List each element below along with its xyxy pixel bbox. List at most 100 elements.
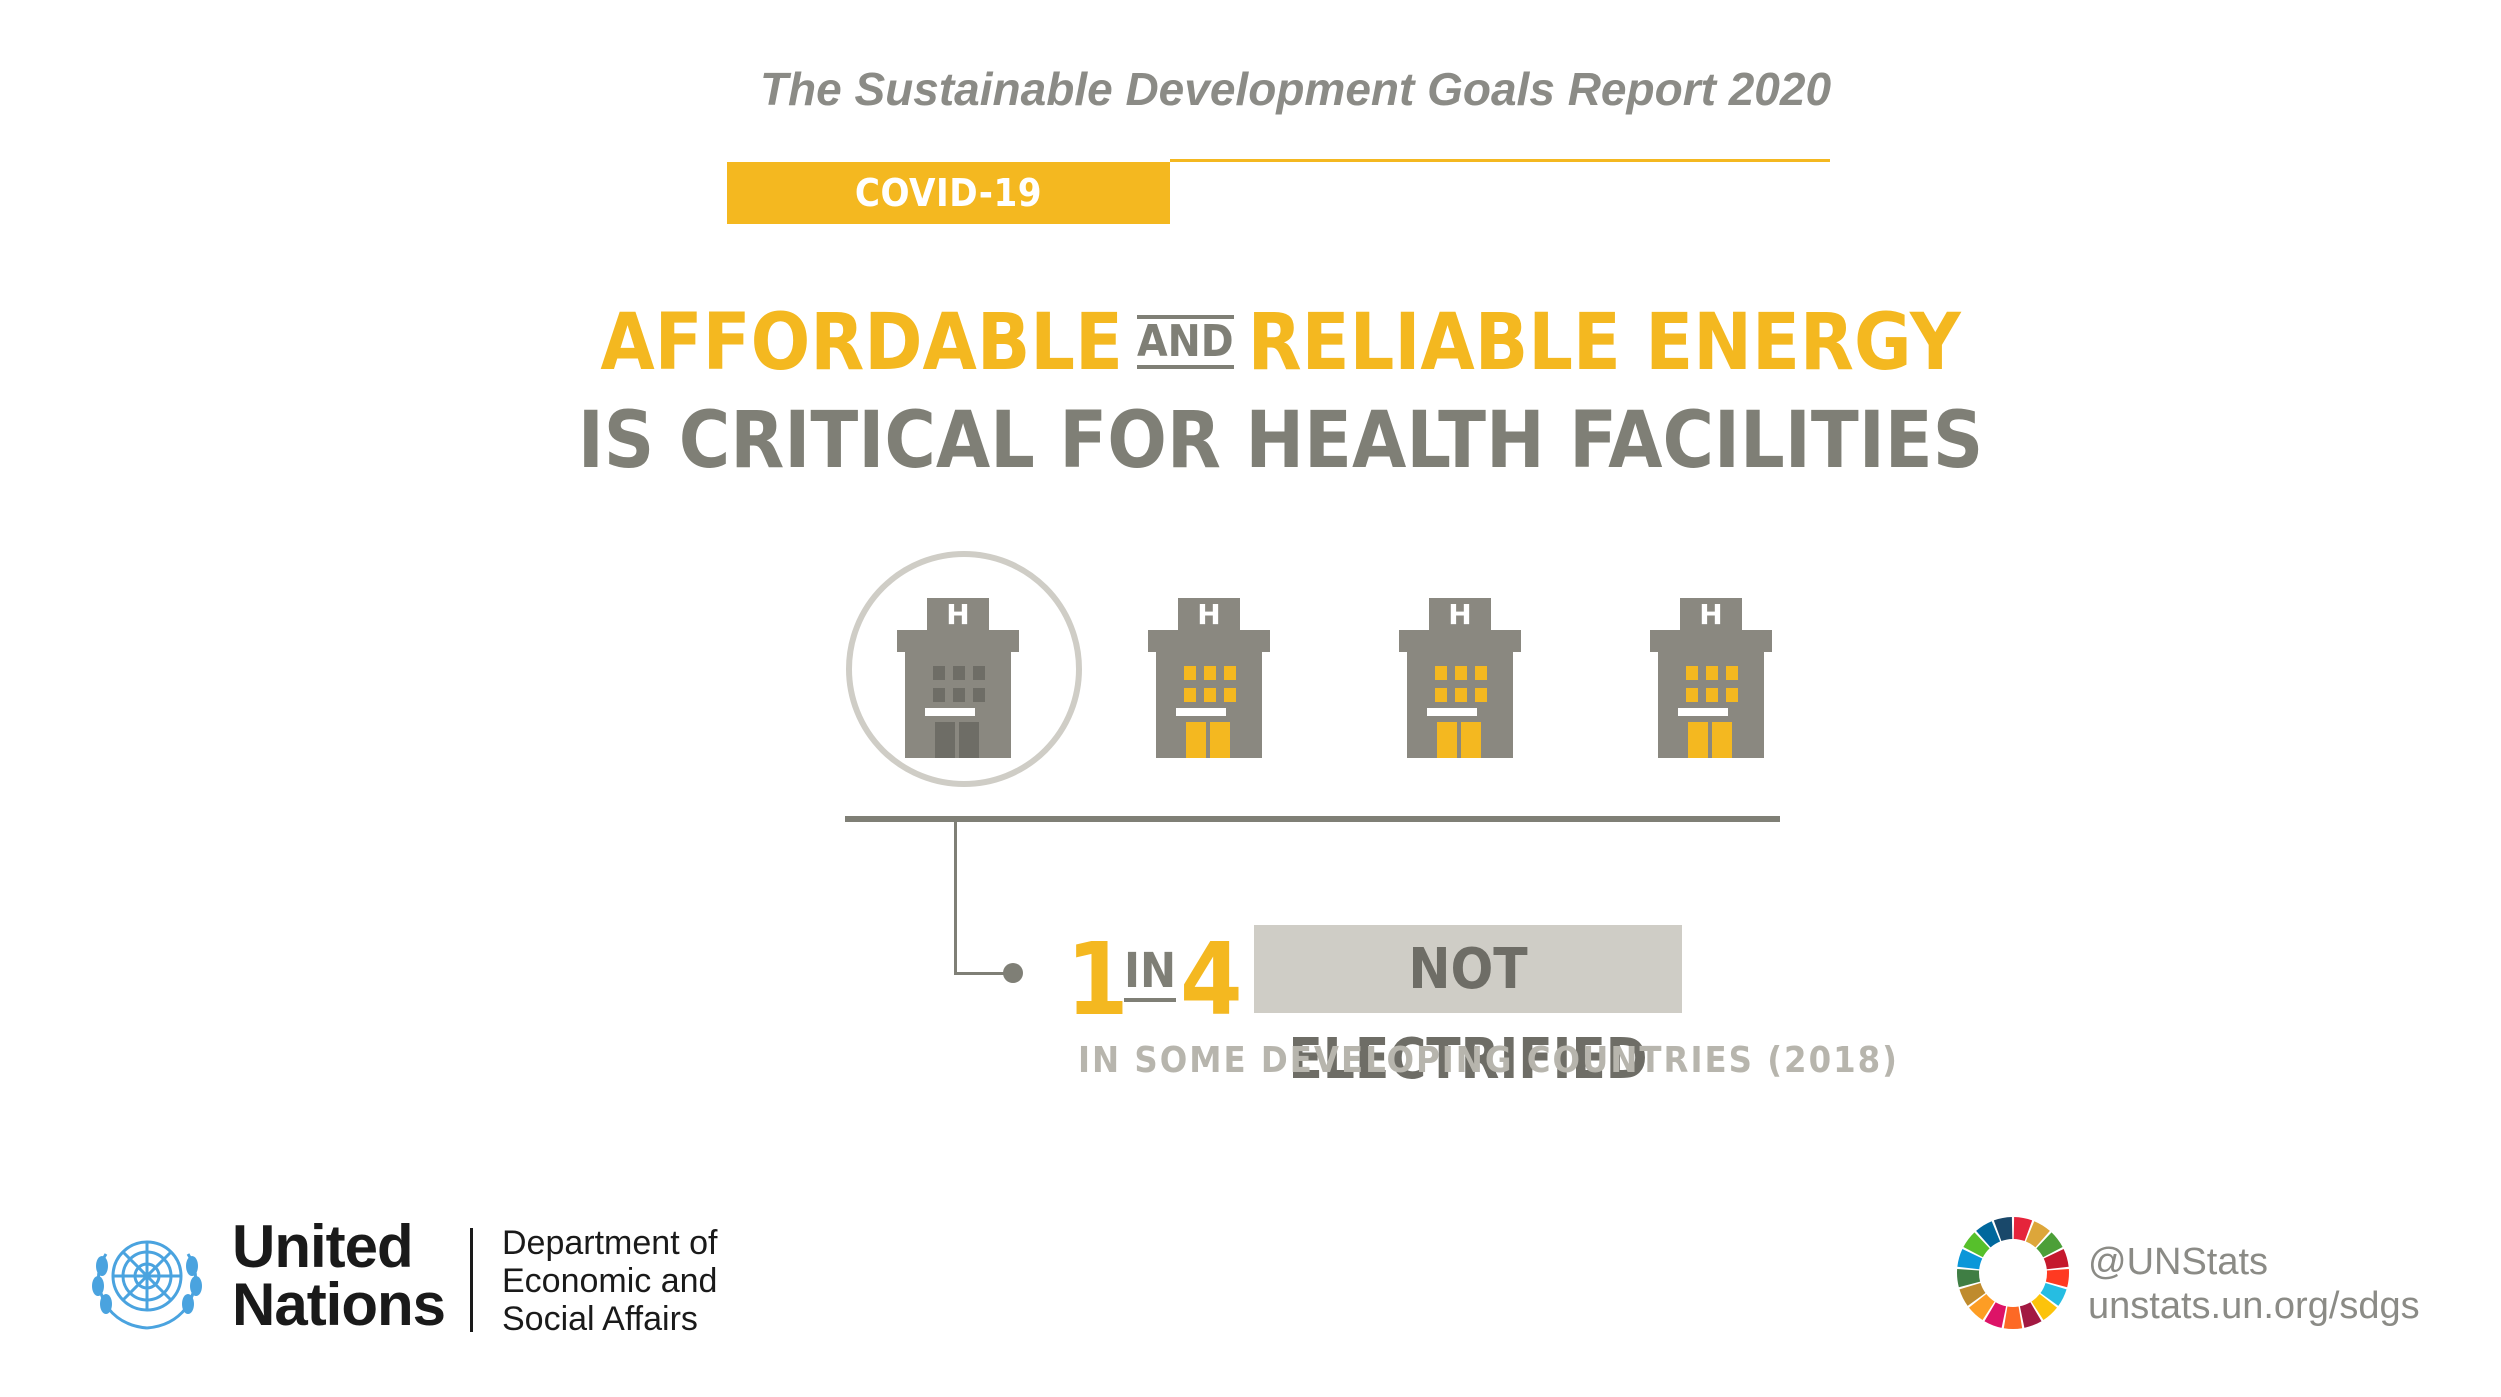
dept-line3: Social Affairs xyxy=(502,1300,698,1338)
hospital-window xyxy=(1455,666,1467,680)
hospital-ledge xyxy=(1650,630,1772,652)
connector-vertical xyxy=(954,822,957,975)
hospital-door xyxy=(1186,722,1206,758)
sdg-wheel-segment xyxy=(1957,1268,1981,1288)
hospital-window xyxy=(933,688,945,702)
hospital-window xyxy=(973,666,985,680)
sdg-wheel-segment xyxy=(2036,1232,2063,1258)
highlight-ring xyxy=(846,551,1082,787)
hospital-door-lintel xyxy=(1176,708,1226,716)
hospital-letter: H xyxy=(1699,598,1723,631)
hospital-door xyxy=(1461,722,1481,758)
hospital-icon: H xyxy=(897,598,1019,758)
un-line1: United xyxy=(232,1213,414,1280)
hospital-ledge xyxy=(1399,630,1521,652)
hospital-icon: H xyxy=(1650,598,1772,758)
sdg-wheel-segment xyxy=(2003,1306,2023,1329)
hospital-tower xyxy=(1178,598,1240,630)
hospital-window xyxy=(1455,688,1467,702)
hospital-door xyxy=(1712,722,1732,758)
sdg-wheel-segment xyxy=(2019,1302,2042,1328)
website-link[interactable]: unstats.un.org/sdgs xyxy=(2088,1285,2420,1327)
hospital-tower xyxy=(1429,598,1491,630)
social-links: @UNStats unstats.un.org/sdgs xyxy=(2088,1240,2420,1328)
hospital-window xyxy=(1726,688,1738,702)
hospital-window xyxy=(1184,688,1196,702)
hospital-window xyxy=(1224,688,1236,702)
hospital-window xyxy=(1435,688,1447,702)
hospital-tower xyxy=(927,598,989,630)
sdg-wheel-segment xyxy=(1959,1282,1986,1306)
hospital-ledge xyxy=(1148,630,1270,652)
header-rule xyxy=(1170,159,1830,162)
hospital-door-lintel xyxy=(925,708,975,716)
un-line2: Nations xyxy=(232,1271,446,1338)
report-title: The Sustainable Development Goals Report… xyxy=(759,63,1832,115)
sdg-wheel-segment xyxy=(2043,1249,2069,1270)
hospital-window xyxy=(973,688,985,702)
hospital-window xyxy=(1726,666,1738,680)
sdg-wheel-icon xyxy=(1957,1217,2069,1329)
sdg-wheel-segment xyxy=(2013,1217,2033,1242)
hospital-door xyxy=(959,722,979,758)
hospital-letter: H xyxy=(946,598,970,631)
hospital-window xyxy=(953,688,965,702)
hospital-ledge xyxy=(897,630,1019,652)
sdg-wheel-segment xyxy=(1963,1232,1990,1258)
dept-line2: Economic and xyxy=(502,1262,718,1300)
hospital-door xyxy=(1437,722,1457,758)
sdg-wheel-segment xyxy=(1993,1217,2013,1242)
hospital-icon: H xyxy=(1148,598,1270,758)
sdg-wheel-segment xyxy=(2025,1221,2050,1248)
sdg-wheel-segment xyxy=(2045,1268,2069,1288)
covid-badge: COVID-19 IMPLICATIONS xyxy=(727,162,1170,277)
baseline-rule xyxy=(845,816,1780,822)
stat-numerator: 1 xyxy=(1066,921,1129,1038)
headline-part2: RELIABLE ENERGY xyxy=(1247,298,1961,388)
sdg-wheel-segment xyxy=(2040,1282,2067,1306)
headline-and: AND xyxy=(1136,314,1234,369)
hospital-letter: H xyxy=(1197,598,1221,631)
hospital-window xyxy=(1224,666,1236,680)
hospital-door xyxy=(1210,722,1230,758)
un-department: Department of Economic and Social Affair… xyxy=(502,1224,717,1338)
hospital-icon: H xyxy=(1399,598,1521,758)
not-electrified-label: NOT ELECTRIFIED xyxy=(1254,925,1682,1092)
stat-denominator: 4 xyxy=(1180,921,1243,1038)
hospital-door xyxy=(1688,722,1708,758)
connector-dot xyxy=(1003,963,1023,983)
hospital-window xyxy=(1184,666,1196,680)
hospital-window xyxy=(1686,688,1698,702)
headline-line2: IS CRITICAL FOR HEALTH FACILITIES xyxy=(577,396,1984,486)
connector-horizontal xyxy=(954,972,1014,975)
hospital-door-lintel xyxy=(1678,708,1728,716)
hospital-window xyxy=(1475,688,1487,702)
hospital-window xyxy=(1686,666,1698,680)
stat-in: IN xyxy=(1124,946,1177,1002)
hospital-tower xyxy=(1680,598,1742,630)
hospital-window xyxy=(1204,688,1216,702)
hospital-window xyxy=(1706,688,1718,702)
hospital-door xyxy=(935,722,955,758)
twitter-handle[interactable]: @UNStats xyxy=(2088,1241,2269,1283)
sdg-wheel-segment xyxy=(1968,1294,1995,1321)
headline-part1: AFFORDABLE xyxy=(600,298,1123,388)
hospital-window xyxy=(1204,666,1216,680)
stat-note: IN SOME DEVELOPING COUNTRIES (2018) xyxy=(1078,1040,1899,1081)
un-emblem-icon xyxy=(92,1240,202,1330)
dept-line1: Department of xyxy=(502,1224,718,1262)
headline-line1: AFFORDABLE AND RELIABLE ENERGY xyxy=(0,298,2501,388)
hospital-door-lintel xyxy=(1427,708,1477,716)
un-divider xyxy=(470,1228,473,1332)
hospital-window xyxy=(933,666,945,680)
sdg-wheel-segment xyxy=(1984,1302,2007,1328)
sdg-wheel-segment xyxy=(2031,1294,2058,1321)
hospital-window xyxy=(1435,666,1447,680)
hospital-window xyxy=(1706,666,1718,680)
hospital-window xyxy=(1475,666,1487,680)
hospital-window xyxy=(953,666,965,680)
sdg-wheel-segment xyxy=(1976,1221,2001,1248)
un-wordmark: United Nations xyxy=(232,1213,446,1338)
sdg-wheel-segment xyxy=(1957,1249,1983,1270)
hospital-letter: H xyxy=(1448,598,1472,631)
